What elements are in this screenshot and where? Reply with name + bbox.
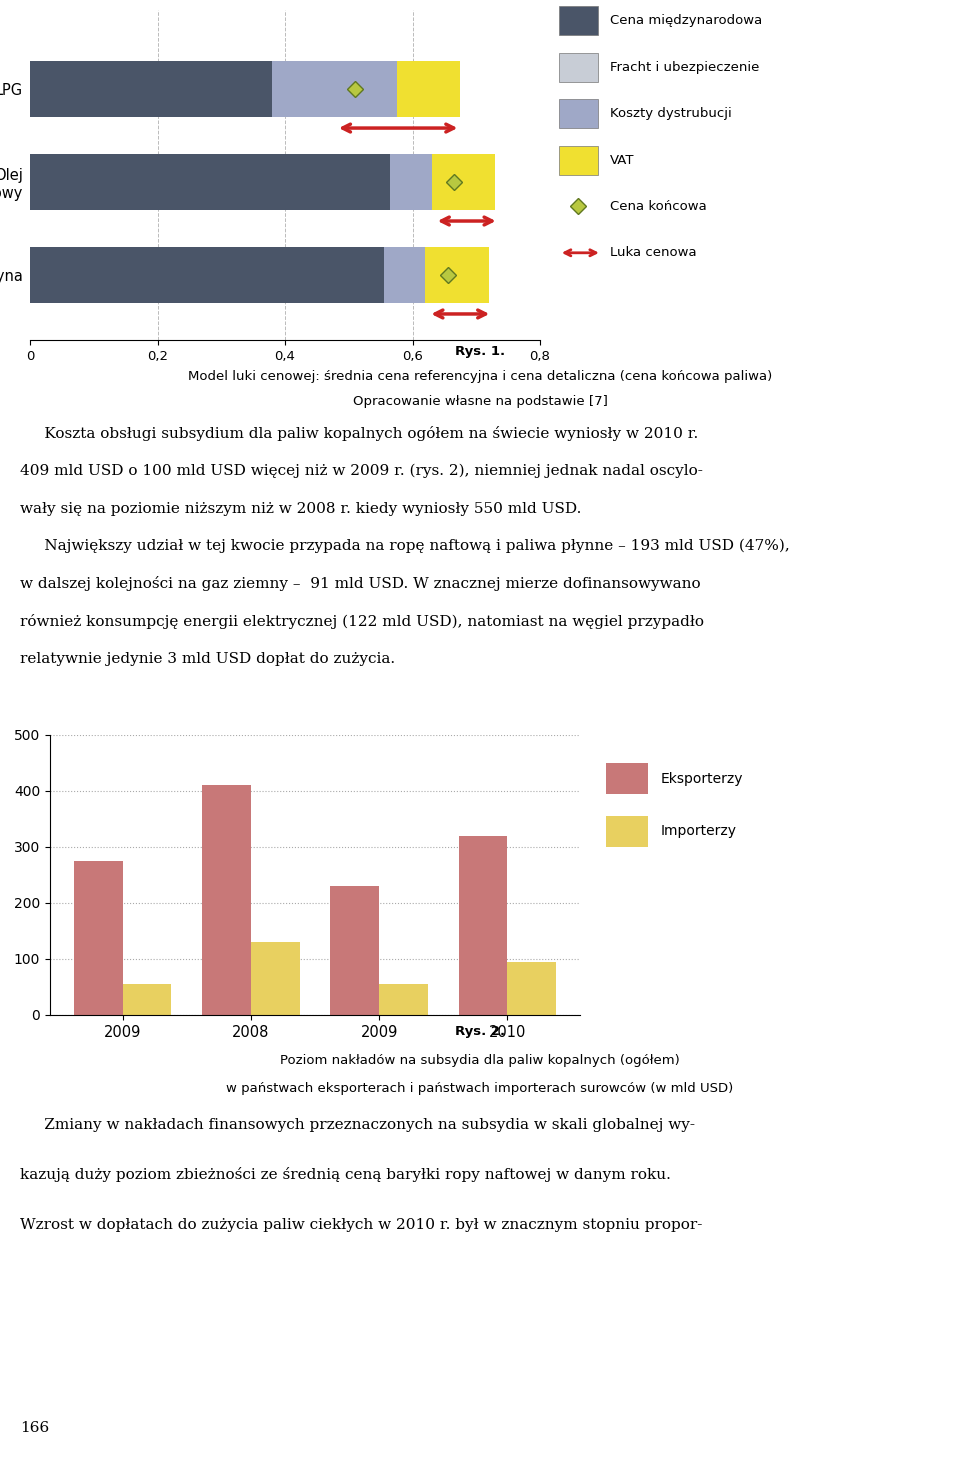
Text: Importerzy: Importerzy (660, 825, 737, 838)
Bar (559, 100, 598, 128)
Bar (559, 6, 598, 35)
Text: Opracowanie własne na podstawie [7]: Opracowanie własne na podstawie [7] (352, 395, 608, 408)
Bar (30, 62, 273, 117)
Bar (251, 942, 300, 1014)
Bar (330, 887, 379, 1014)
Text: kazują duży poziom zbieżności ze średnią ceną baryłki ropy naftowej w danym roku: kazują duży poziom zbieżności ze średnią… (20, 1167, 671, 1183)
Bar (74, 862, 123, 1014)
Bar (425, 247, 489, 302)
Bar (30, 247, 384, 302)
Bar (459, 835, 507, 1014)
Text: Wzrost w dopłatach do zużycia paliw ciekłych w 2010 r. był w znacznym stopniu pr: Wzrost w dopłatach do zużycia paliw ciek… (20, 1218, 703, 1232)
Bar (607, 763, 648, 794)
Bar (559, 145, 598, 175)
Text: Rys. 2.: Rys. 2. (455, 1025, 505, 1038)
Text: w dalszej kolejności na gaz ziemny –  91 mld USD. W znacznej mierze dofinansowyw: w dalszej kolejności na gaz ziemny – 91 … (20, 577, 701, 592)
Text: Eksporterzy: Eksporterzy (660, 772, 743, 785)
Bar (432, 154, 495, 210)
Bar (273, 62, 396, 117)
Bar (30, 154, 390, 210)
Text: Model luki cenowej: średnia cena referencyjna i cena detaliczna (cena końcowa pa: Model luki cenowej: średnia cena referen… (188, 370, 772, 383)
Text: relatywnie jedynie 3 mld USD dopłat do zużycia.: relatywnie jedynie 3 mld USD dopłat do z… (20, 652, 396, 666)
Text: Rys. 1.: Rys. 1. (455, 345, 505, 358)
Text: Zmiany w nakładach finansowych przeznaczonych na subsydia w skali globalnej wy-: Zmiany w nakładach finansowych przeznacz… (20, 1119, 695, 1132)
Bar (379, 984, 428, 1014)
Text: wały się na poziomie niższym niż w 2008 r. kiedy wyniosły 550 mld USD.: wały się na poziomie niższym niż w 2008 … (20, 502, 582, 515)
Text: Cena międzynarodowa: Cena międzynarodowa (610, 15, 762, 28)
Bar (390, 154, 432, 210)
Text: 166: 166 (20, 1421, 49, 1434)
Text: Koszty dystrubucji: Koszty dystrubucji (610, 107, 732, 120)
Text: również konsumpcję energii elektrycznej (122 mld USD), natomiast na węgiel przyp: również konsumpcję energii elektrycznej … (20, 614, 704, 628)
Text: Fracht i ubezpieczenie: Fracht i ubezpieczenie (610, 60, 759, 73)
Text: VAT: VAT (610, 154, 635, 166)
Bar (607, 816, 648, 847)
Text: Luka cenowa: Luka cenowa (610, 247, 696, 260)
Bar (203, 785, 251, 1014)
Bar (384, 247, 425, 302)
Text: w państwach eksporterach i państwach importerach surowców (w mld USD): w państwach eksporterach i państwach imp… (227, 1082, 733, 1095)
Bar (396, 62, 460, 117)
Bar (559, 53, 598, 82)
Bar (507, 962, 556, 1014)
Text: Koszta obsługi subsydium dla paliw kopalnych ogółem na świecie wyniosły w 2010 r: Koszta obsługi subsydium dla paliw kopal… (20, 426, 698, 442)
Bar (123, 984, 172, 1014)
Text: 409 mld USD o 100 mld USD więcej niż w 2009 r. (rys. 2), niemniej jednak nadal o: 409 mld USD o 100 mld USD więcej niż w 2… (20, 464, 703, 479)
Text: Cena końcowa: Cena końcowa (610, 200, 707, 213)
Text: Największy udział w tej kwocie przypada na ropę naftową i paliwa płynne – 193 ml: Największy udział w tej kwocie przypada … (20, 539, 790, 553)
Text: Poziom nakładów na subsydia dla paliw kopalnych (ogółem): Poziom nakładów na subsydia dla paliw ko… (280, 1054, 680, 1067)
